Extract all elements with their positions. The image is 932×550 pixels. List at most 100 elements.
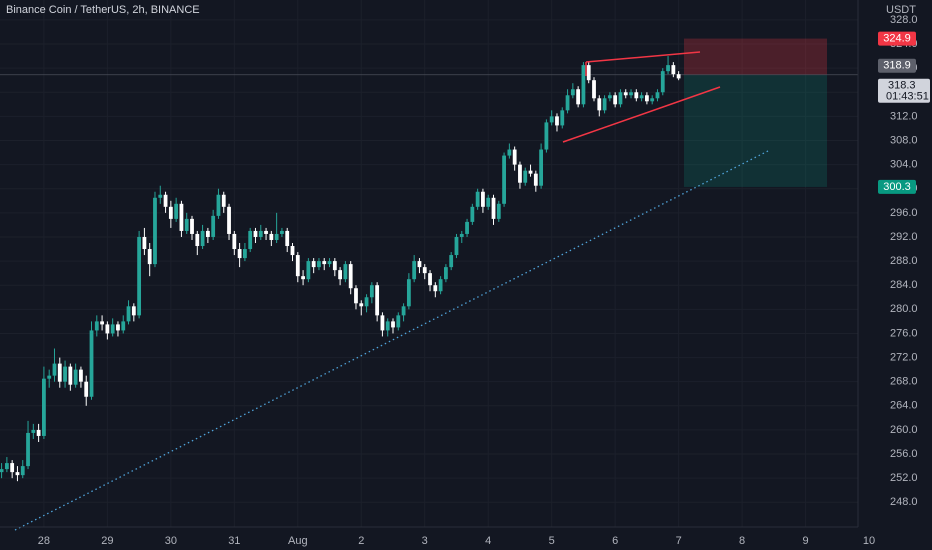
candle-body <box>644 95 649 102</box>
candle-body <box>676 74 681 79</box>
y-tick-label: 264.0 <box>890 400 918 412</box>
x-tick-label: 10 <box>863 535 875 547</box>
candle-body <box>639 95 644 99</box>
candle-body <box>602 98 607 111</box>
candle-body <box>142 236 147 250</box>
candle-body <box>375 285 380 316</box>
candle-body <box>454 236 459 256</box>
candle-body <box>385 321 390 331</box>
candle-body <box>131 306 136 316</box>
candle-body <box>100 321 104 325</box>
wedge-lower <box>562 86 721 143</box>
candle-body <box>184 218 189 231</box>
x-tick-label: 30 <box>165 535 177 547</box>
target-price-tag-bg <box>878 179 916 194</box>
candle-body <box>89 330 94 397</box>
entry-price-tag: 318.9 <box>883 60 911 72</box>
candle-body <box>412 261 417 280</box>
candle-body <box>491 197 496 219</box>
candle-body <box>285 230 290 247</box>
y-tick-label: 292.0 <box>890 231 918 243</box>
candle-body <box>629 92 633 96</box>
y-tick-label: 308.0 <box>890 134 918 146</box>
candle-body <box>15 472 20 476</box>
x-tick-label: 9 <box>803 535 809 547</box>
candle-body <box>269 233 274 240</box>
candle-body <box>4 463 9 470</box>
x-tick-label: 3 <box>422 535 428 547</box>
candle-body <box>406 279 411 307</box>
candle-body <box>634 92 639 99</box>
candle-body <box>671 65 676 75</box>
candle-body <box>216 194 221 216</box>
candle-body <box>486 197 491 207</box>
candle-body <box>200 230 205 247</box>
candle-body <box>607 95 612 99</box>
candle-body <box>343 264 348 280</box>
candle-body <box>618 92 623 105</box>
candle-body <box>121 321 126 331</box>
x-tick-label: 6 <box>612 535 618 547</box>
candle-body <box>68 366 73 385</box>
candle-body <box>137 236 142 316</box>
candle-body <box>380 315 385 331</box>
candle-body <box>444 267 448 280</box>
x-tick-label: 7 <box>676 535 682 547</box>
candle-body <box>359 303 364 307</box>
candle-body <box>163 194 168 207</box>
candle-body <box>544 122 549 150</box>
candle-body <box>237 249 242 259</box>
candle-body <box>264 230 268 234</box>
candle-body <box>211 215 216 237</box>
candle-body <box>195 233 200 247</box>
candle-body <box>581 65 586 105</box>
x-tick-label: 31 <box>228 535 240 547</box>
candle-body <box>549 116 554 123</box>
candle-body <box>221 194 226 207</box>
candle-body <box>449 255 454 268</box>
y-tick-label: 276.0 <box>890 327 918 339</box>
candle-body <box>147 249 152 265</box>
candle-body <box>396 315 401 328</box>
candle-body <box>428 273 432 286</box>
candle-body <box>354 288 358 304</box>
candle-body <box>306 261 311 280</box>
currency: USDT <box>886 4 916 16</box>
y-tick-label: 312.0 <box>890 110 918 122</box>
candle-body <box>26 432 30 467</box>
x-tick-label: 28 <box>38 535 50 547</box>
candle-body <box>459 233 464 237</box>
candle-body <box>597 98 602 111</box>
y-tick-label: 256.0 <box>890 448 918 460</box>
candles <box>0 56 681 482</box>
last-price-tag-bg <box>878 78 930 103</box>
candle-body <box>158 194 163 198</box>
candle-body <box>174 203 179 219</box>
y-tick-label: 248.0 <box>890 496 918 508</box>
candle-body <box>84 381 89 397</box>
candle-body <box>57 363 62 382</box>
candle-body <box>512 149 517 165</box>
candle-body <box>364 297 369 307</box>
candle-body <box>650 98 655 102</box>
entry-price-tag-bg <box>878 58 916 73</box>
candle-body <box>465 221 469 234</box>
candle-body <box>401 306 406 316</box>
candle-body <box>42 378 46 436</box>
candle-body <box>438 279 443 292</box>
candle-body <box>338 270 343 280</box>
candle-body <box>153 197 157 265</box>
candle-body <box>126 306 131 322</box>
stop-price-tag-bg <box>878 31 916 46</box>
candle-body <box>227 206 231 234</box>
candle-body <box>311 261 316 268</box>
countdown: 01:43:51 <box>886 91 929 103</box>
y-tick-label: 288.0 <box>890 255 918 267</box>
candle-body <box>31 429 36 433</box>
y-tick-label: 252.0 <box>890 472 918 484</box>
candle-body <box>94 321 99 331</box>
trendline <box>14 149 771 531</box>
candle-body <box>47 375 52 379</box>
